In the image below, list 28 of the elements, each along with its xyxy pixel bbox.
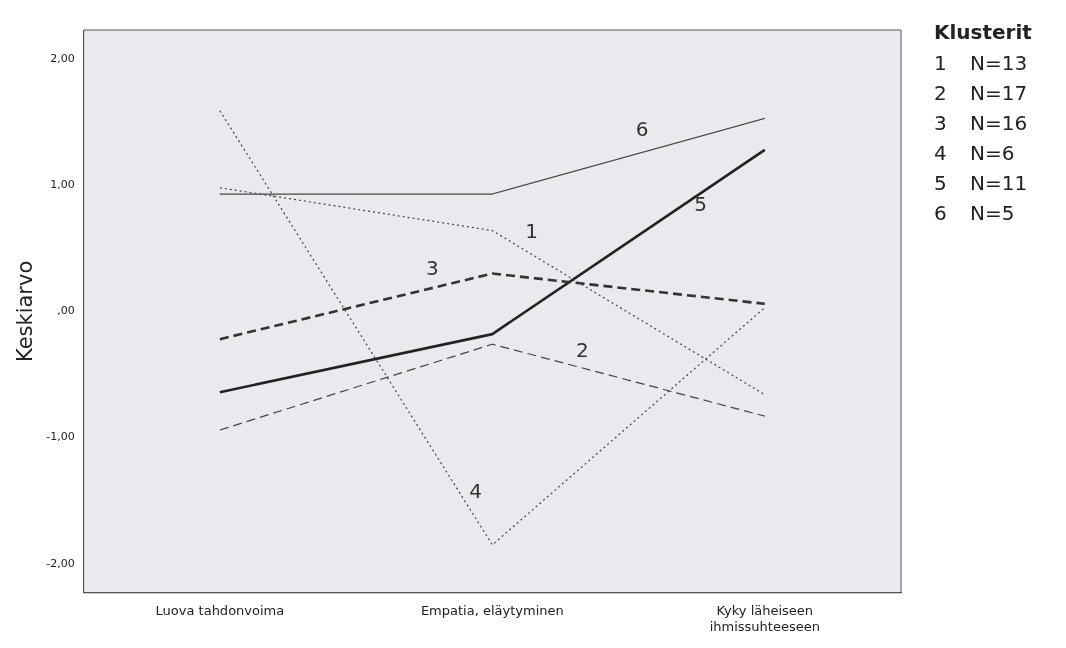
y-tick-label: ,00	[57, 304, 75, 318]
text: N=5	[970, 200, 1015, 227]
text: 6	[934, 201, 947, 225]
series-label: 1	[525, 219, 538, 244]
x-tick-label: Kyky läheiseen ihmissuhteeseen	[709, 602, 820, 634]
text: N=11	[970, 170, 1028, 197]
y-tick-label: -1,00	[46, 430, 75, 444]
text: 1	[934, 51, 947, 75]
x-tick-label: Empatia, eläytyminen	[420, 602, 564, 618]
y-tick-label: 2,00	[50, 51, 75, 65]
text: N=17	[970, 80, 1028, 107]
series-label: 5	[694, 191, 707, 216]
y-tick-label: 1,00	[50, 178, 75, 192]
series-label: 4	[469, 478, 482, 503]
text: N=13	[970, 50, 1028, 77]
text: 4	[934, 141, 947, 165]
text: 2	[934, 81, 947, 105]
series-label: 6	[635, 116, 649, 141]
text: 5	[934, 171, 947, 195]
y-axis-title: Keskiarvo	[13, 260, 38, 363]
y-tick-label: -2,00	[46, 556, 75, 570]
series-label: 3	[426, 256, 439, 281]
text: N=6	[970, 140, 1015, 167]
text: N=16	[970, 110, 1028, 137]
text: 3	[934, 111, 947, 135]
series-label: 2	[575, 338, 589, 363]
legend-title: Klusterit	[934, 20, 1032, 44]
x-tick-label: Luova tahdonvoima	[155, 602, 285, 618]
